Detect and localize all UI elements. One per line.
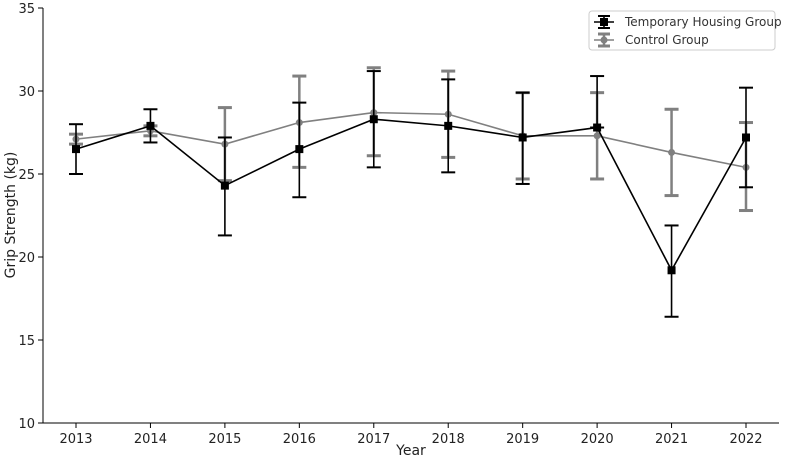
- data-point-temporary-housing: [295, 145, 304, 154]
- y-axis-label: Grip Strength (kg): [3, 152, 19, 279]
- legend-label-temporary-housing: Temporary Housing Group: [624, 15, 782, 29]
- tick-marks: 10 15 20 25 30 35 2013 2014 2015 2016 2017 2018 2019…: [18, 2, 762, 447]
- series-temporary-housing: [69, 70, 753, 318]
- legend-entry-control: Control Group: [594, 32, 709, 48]
- x-tick-label: 2014: [134, 432, 167, 447]
- y-tick-label: 10: [18, 417, 35, 432]
- x-tick-label: 2022: [729, 432, 762, 447]
- x-axis-label: Year: [395, 443, 426, 459]
- legend-entry-temporary-housing: Temporary Housing Group: [594, 15, 782, 29]
- data-point-temporary-housing: [593, 123, 602, 132]
- legend-marker-temporary-housing: [600, 18, 608, 26]
- x-tick-label: 2019: [506, 432, 539, 447]
- series-control: [69, 66, 753, 213]
- data-point-temporary-housing: [369, 115, 378, 124]
- y-tick-label: 35: [18, 2, 35, 17]
- x-tick-label: 2016: [283, 432, 316, 447]
- y-tick-label: 20: [18, 251, 35, 266]
- data-point-temporary-housing: [146, 121, 155, 130]
- legend: Temporary Housing Group Control Group: [588, 10, 782, 51]
- y-tick-label: 15: [18, 334, 35, 349]
- series-layer: [69, 66, 753, 318]
- data-point-temporary-housing: [72, 145, 80, 154]
- x-tick-label: 2017: [357, 432, 390, 447]
- data-point-temporary-housing: [220, 181, 229, 190]
- data-point-temporary-housing: [444, 121, 453, 130]
- data-point-control: [593, 132, 601, 140]
- legend-label-control: Control Group: [625, 33, 709, 47]
- data-point-temporary-housing: [518, 133, 527, 142]
- data-point-temporary-housing: [667, 266, 676, 275]
- legend-marker-control: [600, 36, 608, 44]
- y-tick-label: 30: [18, 85, 35, 100]
- data-point-control: [668, 148, 676, 156]
- data-point-temporary-housing: [742, 133, 750, 142]
- x-tick-label: 2013: [59, 432, 92, 447]
- x-tick-label: 2021: [655, 432, 688, 447]
- axes: [42, 8, 779, 424]
- series-line-temporary-housing: [75, 118, 747, 272]
- x-tick-label: 2015: [208, 432, 241, 447]
- x-tick-label: 2018: [432, 432, 465, 447]
- y-tick-label: 25: [18, 168, 35, 183]
- series-line-control: [75, 111, 747, 169]
- legend-frame: [588, 10, 776, 51]
- x-tick-label: 2020: [581, 432, 614, 447]
